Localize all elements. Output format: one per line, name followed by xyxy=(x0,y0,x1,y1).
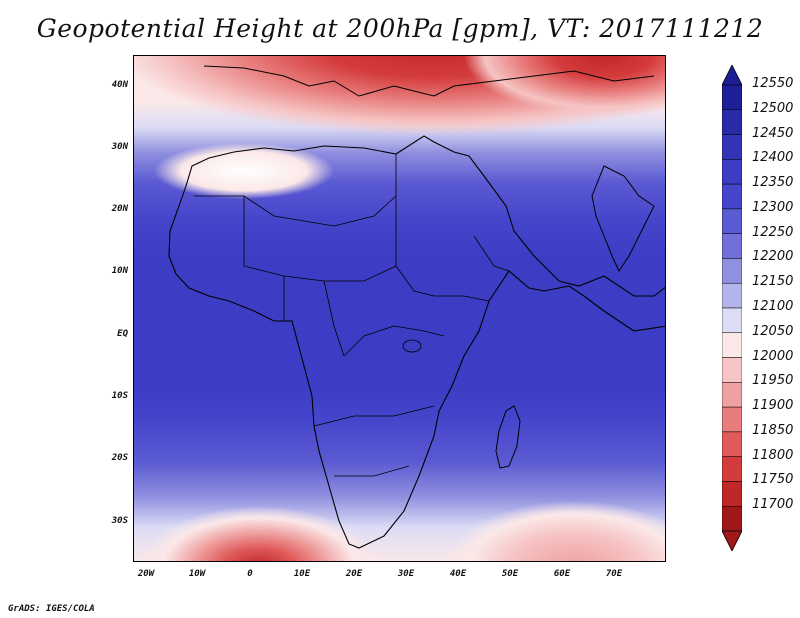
colorbar-tick-label: 11750 xyxy=(752,472,794,488)
colorbar-swatch xyxy=(722,357,742,383)
colorbar-tick-label: 12150 xyxy=(752,274,794,290)
colorbar-swatch xyxy=(722,233,742,259)
colorbar-tick-label: 11700 xyxy=(752,497,794,513)
colorbar-swatch xyxy=(722,307,742,334)
lake-victoria xyxy=(402,339,422,353)
colorbar-swatch xyxy=(722,481,742,507)
colorbar-tick-label: 12100 xyxy=(752,299,794,314)
lon-label-50e: 50E xyxy=(501,569,519,579)
lat-label-10n: 10N xyxy=(111,266,128,276)
colorbar-tick-label: 12250 xyxy=(752,224,794,240)
colorbar-swatch xyxy=(722,159,742,185)
coastline-india xyxy=(591,165,655,273)
colorbar-tick-label: 12450 xyxy=(752,125,794,141)
lon-label-40e: 40E xyxy=(449,569,467,579)
colorbar-tick-label: 12550 xyxy=(752,76,794,91)
colorbar-swatch xyxy=(722,208,742,234)
lat-label-10s: 10S xyxy=(111,391,128,401)
lon-label-60e: 60E xyxy=(553,569,571,579)
height-field-map xyxy=(134,56,665,561)
colorbar-swatch xyxy=(722,456,742,482)
colorbar-swatch xyxy=(722,505,742,532)
colorbar-tick-label: 12500 xyxy=(752,100,794,116)
colorbar-tick-label: 12200 xyxy=(752,249,794,265)
lat-label-eq: EQ xyxy=(117,329,128,339)
lat-label-30s: 30S xyxy=(111,516,128,526)
colorbar-tick-label: 12350 xyxy=(752,175,794,191)
colorbar-swatch xyxy=(722,382,742,408)
colorbar-tick-label: 11800 xyxy=(752,447,794,463)
map-plot-area xyxy=(133,55,666,562)
colorbar-bottom-arrow xyxy=(722,530,742,551)
colorbar-tick-label: 12400 xyxy=(752,150,794,166)
lat-label-20s: 20S xyxy=(111,453,128,463)
map-title: Geopotential Height at 200hPa [gpm], VT:… xyxy=(36,14,764,43)
country-borders xyxy=(194,154,510,477)
lon-label-20w: 20W xyxy=(137,569,155,579)
lat-label-20n: 20N xyxy=(111,204,128,214)
colorbar-swatch xyxy=(722,183,742,210)
lon-label-20e: 20E xyxy=(345,569,363,579)
colorbar-top-arrow xyxy=(722,65,742,86)
colorbar-swatch xyxy=(722,109,742,135)
colorbar-tick-label: 12300 xyxy=(752,199,794,215)
colorbar-swatch xyxy=(722,134,742,160)
lon-label-70e: 70E xyxy=(605,569,623,579)
lon-label-0: 0 xyxy=(247,569,253,579)
colorbar-swatch xyxy=(722,84,742,111)
colorbar-tick-label: 11850 xyxy=(752,422,794,438)
colorbar-swatch xyxy=(722,332,742,358)
colorbar-swatch xyxy=(722,258,742,284)
colorbar xyxy=(722,65,742,551)
colorbar-swatch xyxy=(722,282,742,309)
lon-label-30e: 30E xyxy=(397,569,415,579)
coastline-madagascar xyxy=(495,405,521,469)
colorbar-tick-label: 12000 xyxy=(752,348,794,364)
lon-label-10e: 10E xyxy=(293,569,311,579)
colorbar-swatch xyxy=(722,406,742,433)
grads-credit: GrADS: IGES/COLA xyxy=(8,604,95,614)
coastline-africa xyxy=(168,135,665,549)
colorbar-swatch xyxy=(722,431,742,457)
colorbar-tick-label: 12050 xyxy=(752,323,794,339)
lat-label-40n: 40N xyxy=(111,80,128,90)
colorbar-tick-label: 11900 xyxy=(752,398,794,414)
colorbar-tick-label: 11950 xyxy=(752,373,794,389)
lat-label-30n: 30N xyxy=(111,142,128,152)
lon-label-10w: 10W xyxy=(188,569,206,579)
coastline-europe xyxy=(203,65,655,97)
